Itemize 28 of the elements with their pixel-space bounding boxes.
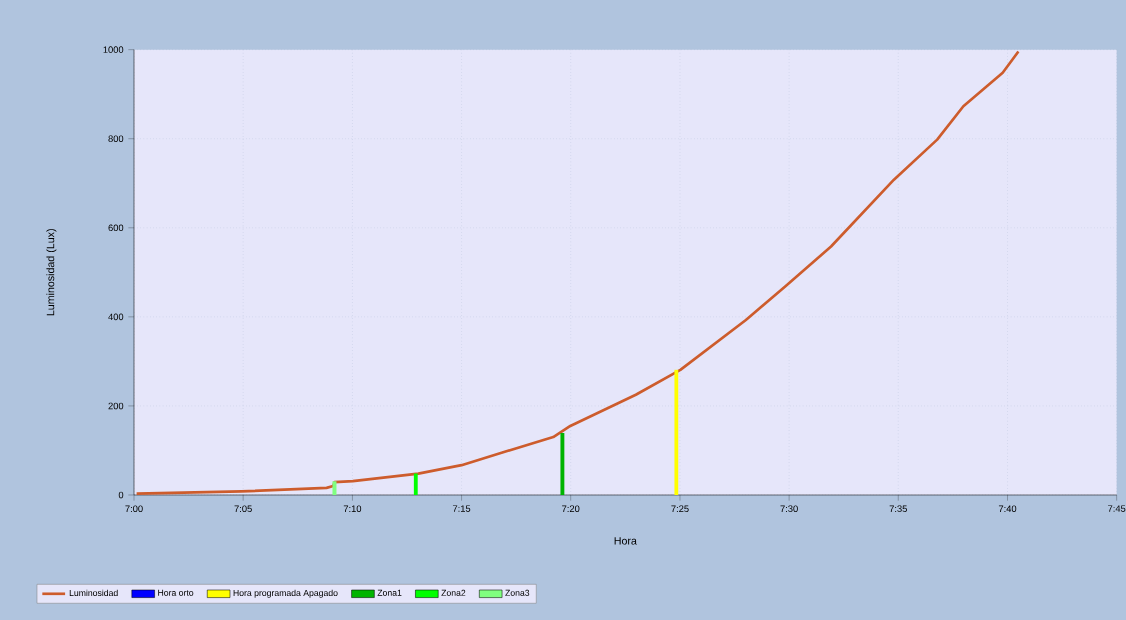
x-tick-label: 7:05 — [234, 505, 252, 512]
x-tick-label: 7:40 — [998, 505, 1017, 512]
bar — [674, 369, 679, 495]
y-tick-label: 800 — [108, 135, 124, 143]
bar — [413, 473, 418, 495]
x-axis-title: Hora — [614, 537, 637, 545]
x-tick-label: 7:15 — [452, 505, 471, 512]
y-tick-label: 600 — [108, 224, 124, 232]
bar — [560, 433, 565, 495]
x-tick-label: 7:20 — [562, 505, 580, 512]
legend-label: Hora orto — [158, 589, 194, 596]
y-axis-title: Luminosidad (Lux) — [46, 229, 57, 316]
x-tick-label: 7:45 — [1108, 505, 1126, 512]
x-tick-label: 7:10 — [343, 505, 362, 512]
y-tick-label: 0 — [118, 491, 124, 499]
y-tick-label: 200 — [108, 402, 124, 410]
y-tick-label: 1000 — [103, 46, 124, 53]
x-tick-label: 7:00 — [125, 505, 143, 512]
x-tick-label: 7:25 — [671, 505, 689, 512]
bar — [332, 481, 337, 495]
legend-label: Zona3 — [505, 589, 530, 596]
legend-label: Zona2 — [441, 589, 466, 596]
x-tick-label: 7:35 — [889, 505, 907, 512]
legend-label: Luminosidad — [69, 589, 118, 597]
legend-label: Hora programada Apagado — [233, 589, 338, 598]
legend-label: Zona1 — [377, 589, 402, 596]
y-tick-label: 400 — [108, 313, 124, 321]
x-tick-label: 7:30 — [780, 505, 798, 512]
